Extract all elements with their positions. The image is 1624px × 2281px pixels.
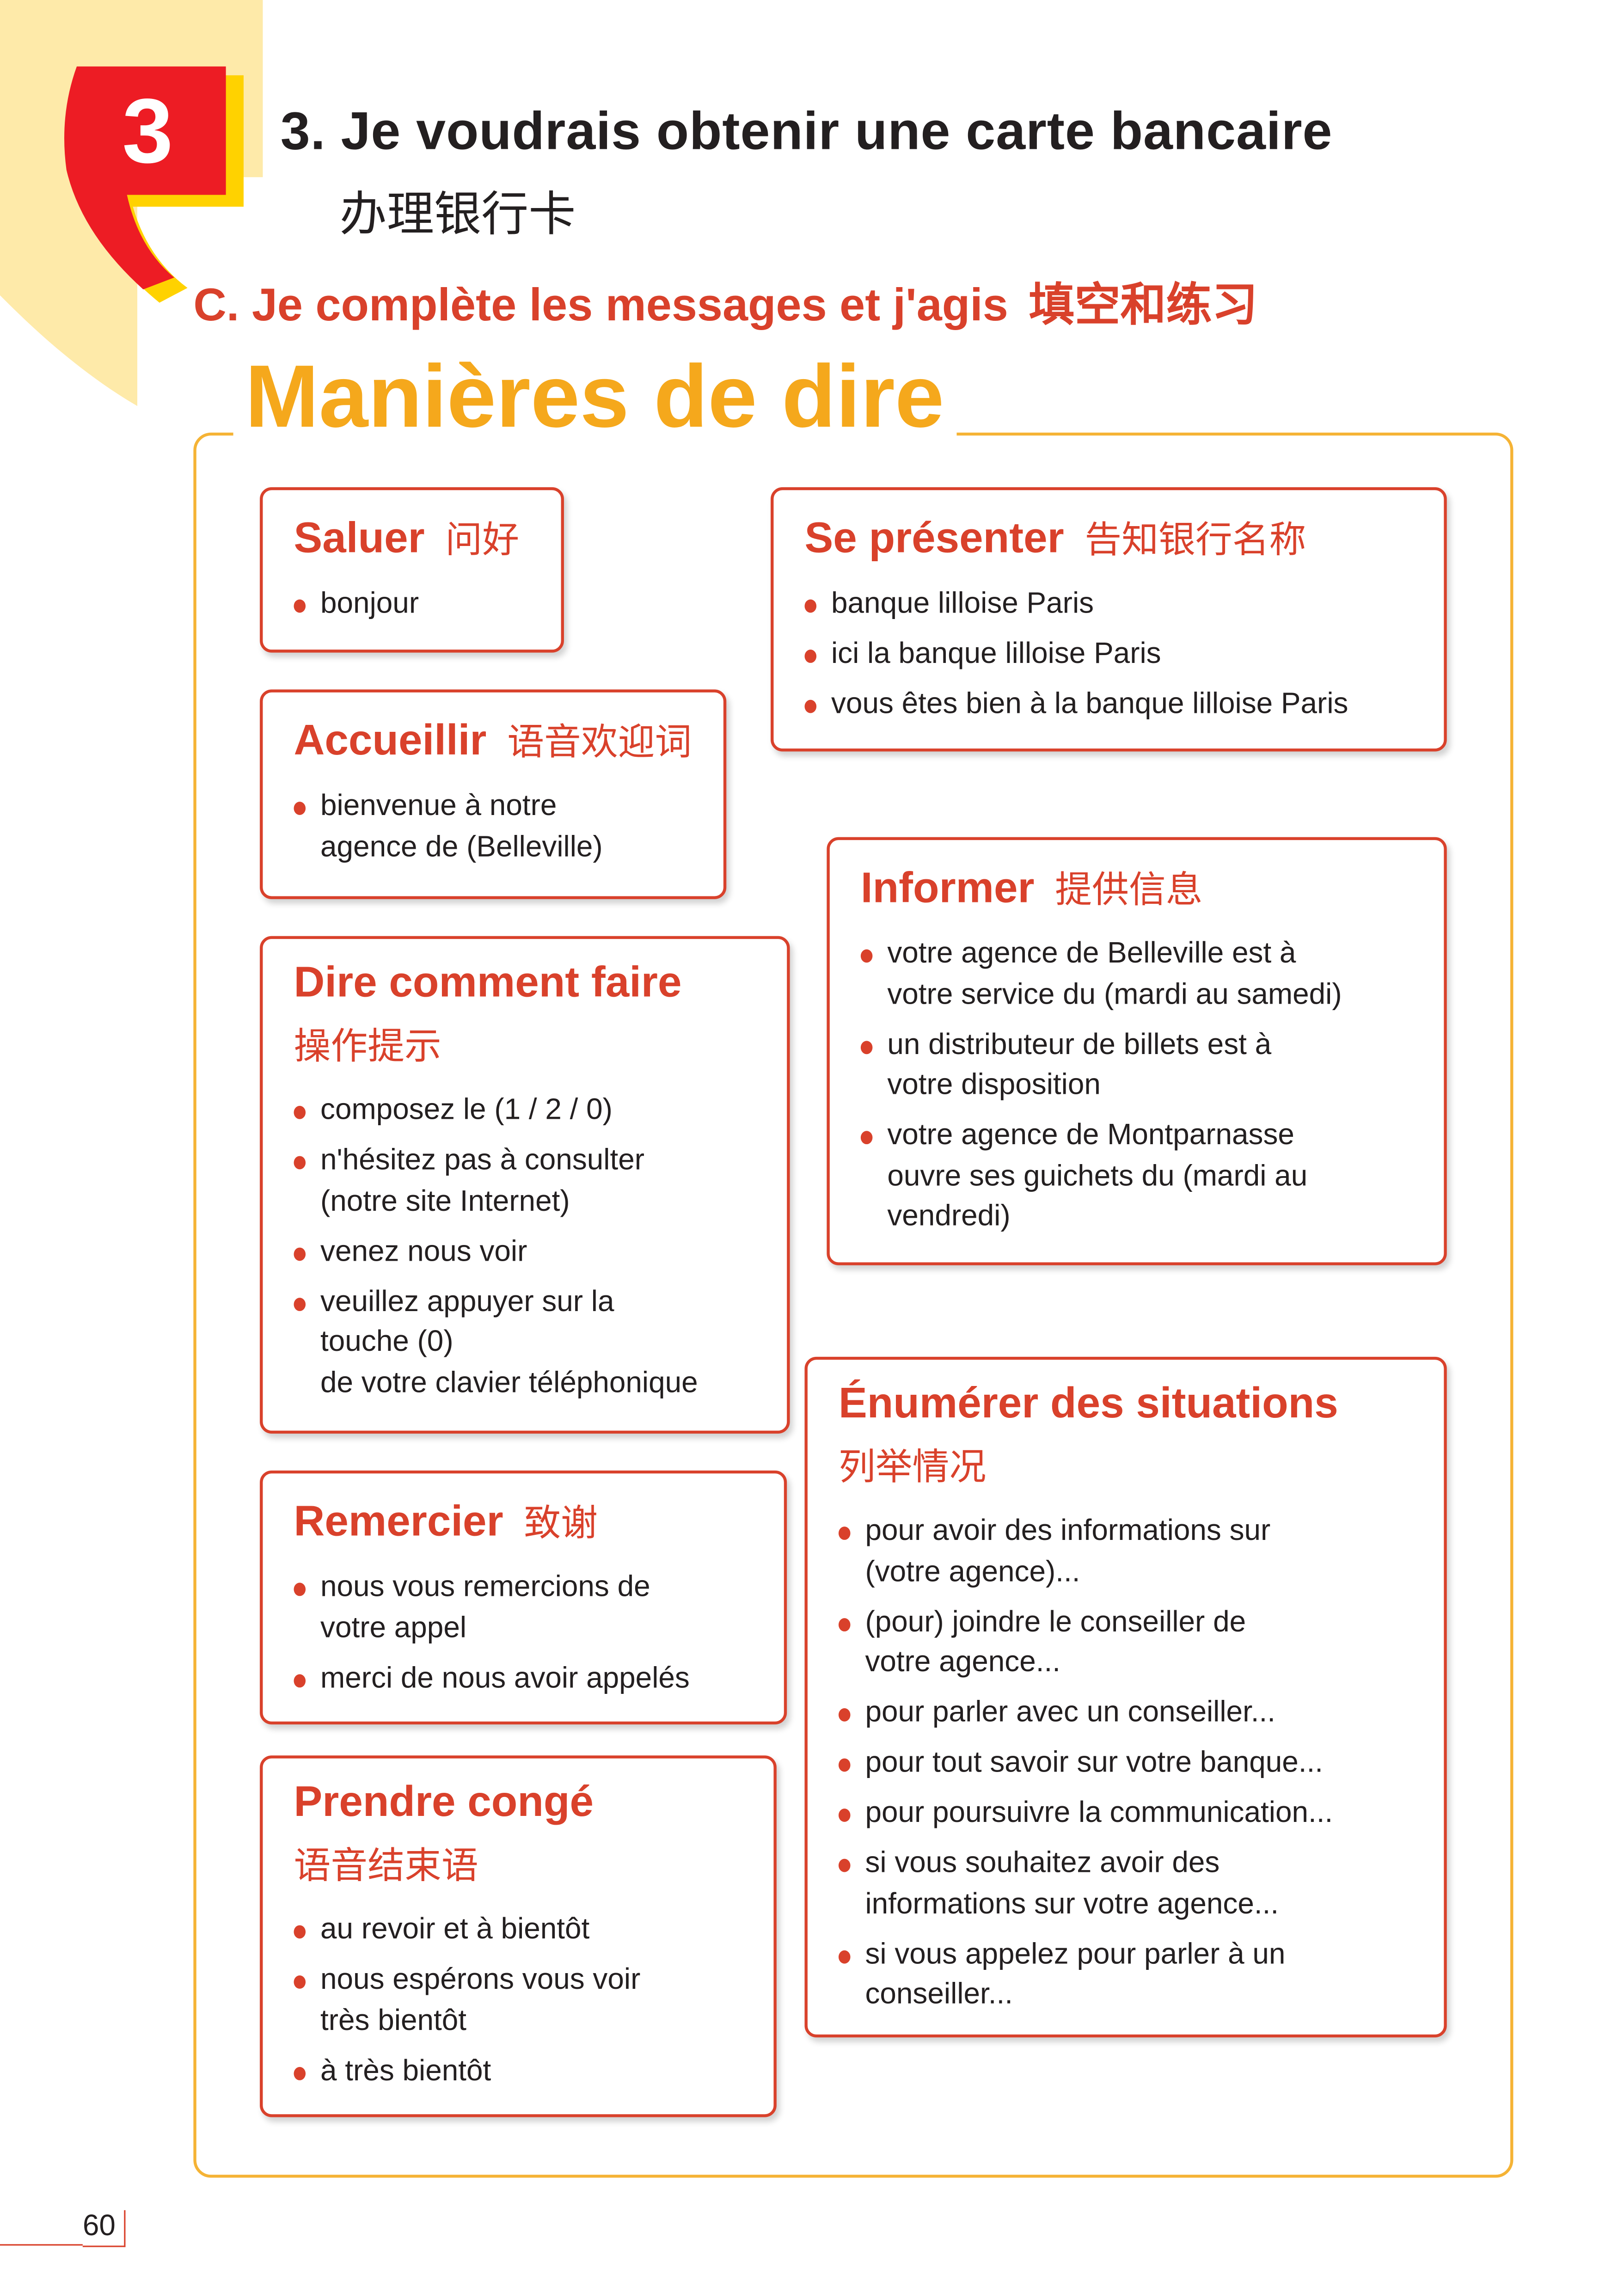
card-title: Informer 提供信息 — [861, 861, 1415, 914]
main-title: Manières de dire — [233, 345, 956, 448]
list-item: (pour) joindre le conseiller de votre ag… — [838, 1603, 1415, 1684]
card-list: votre agence de Belleville est à votre s… — [860, 935, 1415, 1238]
list-item: n'hésitez pas à consulter (notre site In… — [294, 1141, 758, 1223]
card-title-cn: 操作提示 — [294, 1026, 441, 1067]
card-title: Remercier 致谢 — [294, 1494, 754, 1547]
card-title-fr: Remercier — [294, 1498, 503, 1546]
card-list: nous vous remercions de votre appel merci… — [294, 1568, 754, 1699]
card-title-cn: 列举情况 — [838, 1447, 987, 1489]
card-list: pour avoir des informations sur (votre a… — [838, 1512, 1415, 2016]
section-title: C. Je complète les messages et j'agis 填空和… — [193, 267, 1257, 334]
card-title: Se présenter 告知银行名称 — [805, 511, 1415, 564]
lesson-title-cn: 办理银行卡 — [339, 187, 576, 241]
card-prendre-cong-: Prendre congé 语音结束语 au revoir et à bientôt… — [260, 1755, 777, 2117]
list-item: nous vous remercions de votre appel — [294, 1568, 754, 1649]
list-item: au revoir et à bientôt — [294, 1911, 744, 1951]
card-title: Énumérer des situations — [839, 1380, 1415, 1429]
card-title-cn: 告知银行名称 — [1085, 520, 1306, 561]
card-se-pr-senter: Se présenter 告知银行名称 banque lilloise Paris i… — [771, 487, 1447, 752]
list-item: ici la banque lilloise Paris — [804, 635, 1415, 675]
unit-badge-decoration: 3 — [0, 0, 263, 406]
card-list: banque lilloise Paris ici la banque lillo… — [804, 585, 1415, 726]
page-number: 60 — [82, 2210, 126, 2247]
card-title-cn: 语音欢迎词 — [507, 722, 692, 764]
card-dire-comment-faire: Dire comment faire 操作提示 composez le (1 / 2… — [260, 936, 790, 1434]
list-item: nous espérons vous voir très bientôt — [294, 1961, 744, 2042]
list-item: à très bientôt — [294, 2052, 744, 2092]
card-list: composez le (1 / 2 / 0) n'hésitez pas à c… — [294, 1091, 758, 1404]
card-informer: Informer 提供信息 votre agence de Belleville e… — [827, 837, 1447, 1265]
list-item: si vous souhaitez avoir des informations… — [838, 1844, 1415, 1925]
list-item: un distributeur de billets est à votre d… — [860, 1025, 1415, 1107]
list-item: bonjour — [294, 585, 532, 625]
card-list: bonjour — [294, 585, 532, 625]
list-item: si vous appelez pour parler à un conseil… — [838, 1935, 1415, 2016]
card-title-fr: Informer — [860, 865, 1035, 913]
card-accueillir: Accueillir 语音欢迎词 bienvenue à notre agence … — [260, 689, 727, 899]
card-title: Dire comment faire — [294, 960, 758, 1008]
card-title-cn: 致谢 — [524, 1503, 598, 1545]
card-title-fr: Saluer — [294, 515, 425, 563]
list-item: veuillez appuyer sur la touche (0) de vo… — [294, 1282, 758, 1404]
section-title-fr: C. Je complète les messages et j'agis — [193, 279, 1008, 331]
unit-number: 3 — [122, 80, 173, 182]
card-saluer: Saluer 问好 bonjour — [260, 487, 564, 653]
page-rule — [0, 2244, 83, 2246]
section-title-cn: 填空和练习 — [1029, 279, 1258, 331]
card-title-fr: Accueillir — [294, 717, 487, 765]
list-item: pour tout savoir sur votre banque... — [838, 1744, 1415, 1784]
list-item: banque lilloise Paris — [804, 585, 1415, 625]
list-item: venez nous voir — [294, 1232, 758, 1273]
card-title: Prendre congé — [294, 1779, 744, 1827]
lesson-title: 3. Je voudrais obtenir une carte bancair… — [280, 100, 1333, 161]
card-list: bienvenue à notre agence de (Belleville) — [294, 787, 694, 868]
card-remercier: Remercier 致谢 nous vous remercions de votre… — [260, 1470, 787, 1725]
card-title-cn: 提供信息 — [1055, 870, 1203, 911]
list-item: vous êtes bien à la banque lilloise Pari… — [804, 685, 1415, 726]
list-item: votre agence de Montparnasse ouvre ses g… — [860, 1116, 1415, 1238]
list-item: bienvenue à notre agence de (Belleville) — [294, 787, 694, 868]
card-title-fr: Énumérer des situations — [838, 1380, 1338, 1428]
card-title: Accueillir 语音欢迎词 — [294, 713, 694, 766]
card-title-fr: Se présenter — [804, 515, 1064, 563]
card--num-rer-des-situations: Énumérer des situations 列举情况 pour avoir de… — [804, 1356, 1447, 2038]
list-item: votre agence de Belleville est à votre s… — [860, 935, 1415, 1016]
list-item: composez le (1 / 2 / 0) — [294, 1091, 758, 1132]
list-item: pour avoir des informations sur (votre a… — [838, 1512, 1415, 1593]
card-title-cn: 语音结束语 — [294, 1846, 478, 1887]
card-title: Saluer 问好 — [294, 511, 532, 564]
list-item: pour poursuivre la communication... — [838, 1794, 1415, 1834]
card-list: au revoir et à bientôt nous espérons vous… — [294, 1911, 744, 2092]
card-title-fr: Dire comment faire — [294, 959, 682, 1007]
list-item: merci de nous avoir appelés — [294, 1659, 754, 1699]
list-item: pour parler avec un conseiller... — [838, 1693, 1415, 1734]
card-title-fr: Prendre congé — [294, 1779, 594, 1827]
card-title-cn: 问好 — [445, 520, 520, 561]
